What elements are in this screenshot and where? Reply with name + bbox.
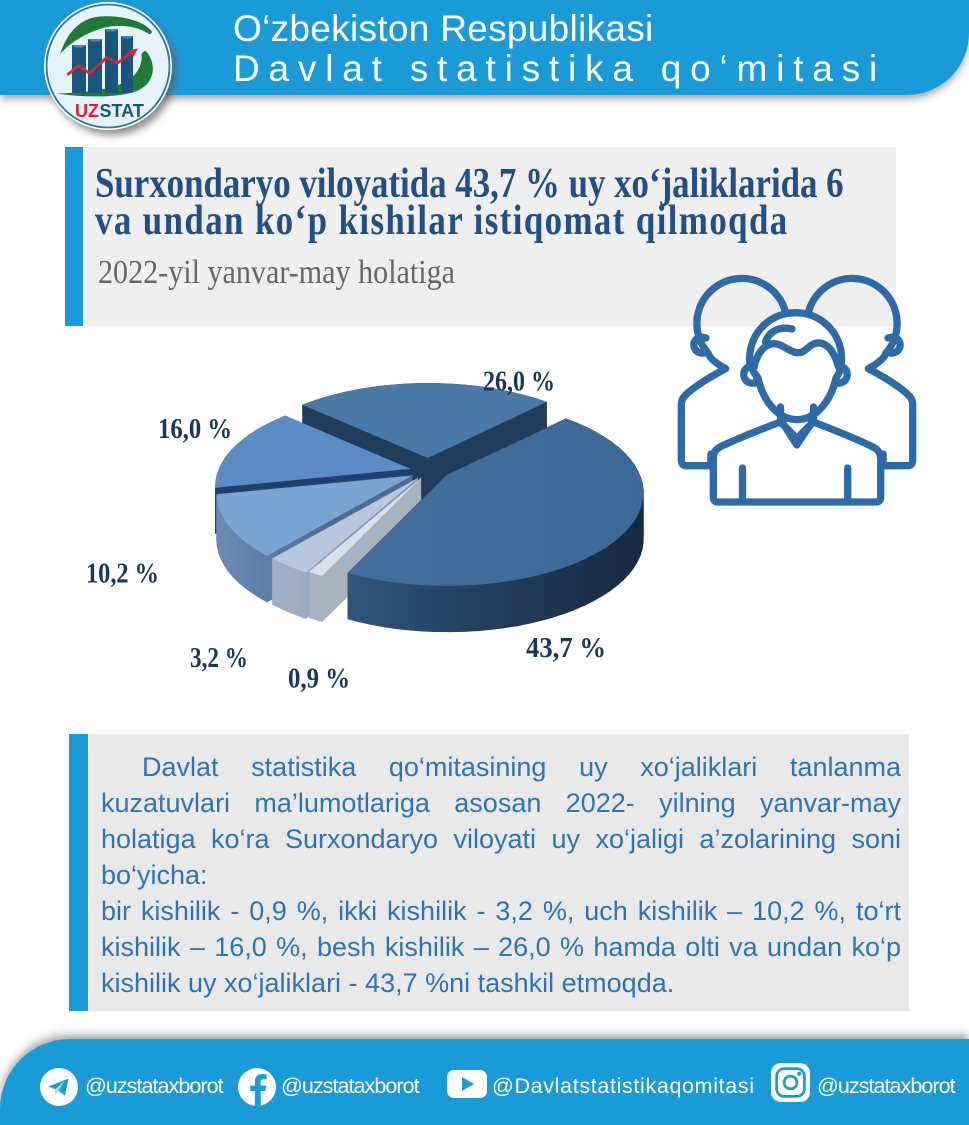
svg-text:10,2 %: 10,2 % bbox=[86, 558, 159, 590]
svg-text:STAT: STAT bbox=[100, 101, 144, 121]
svg-text:UZ: UZ bbox=[75, 101, 99, 121]
svg-text:26,0 %: 26,0 % bbox=[483, 366, 555, 398]
svg-text:16,0 %: 16,0 % bbox=[158, 413, 232, 445]
svg-text:3,2 %: 3,2 % bbox=[190, 642, 248, 674]
svg-text:0,9 %: 0,9 % bbox=[288, 663, 350, 695]
svg-text:43,7 %: 43,7 % bbox=[526, 632, 606, 664]
